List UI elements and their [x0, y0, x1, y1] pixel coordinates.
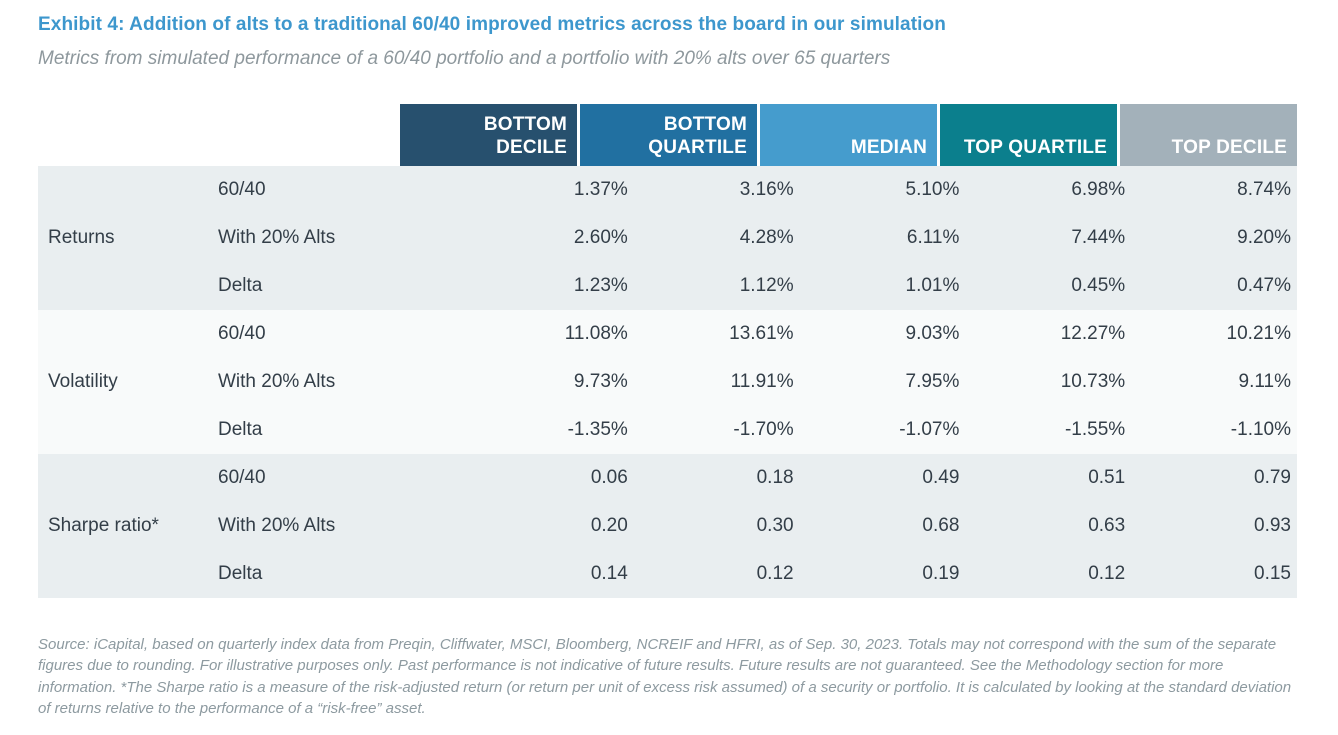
- group-label: Returns: [48, 227, 115, 248]
- value-cell: 9.20%: [1237, 227, 1291, 248]
- row-label: Delta: [218, 275, 263, 296]
- row-label: With 20% Alts: [218, 227, 336, 248]
- column-header-top-quartile: TOP QUARTILE: [940, 104, 1117, 166]
- value-cell: 12.27%: [1060, 323, 1126, 344]
- value-cell: 0.18: [756, 467, 794, 488]
- value-cell: 8.74%: [1237, 179, 1291, 200]
- value-cell: 9.11%: [1238, 371, 1291, 392]
- exhibit-subtitle: Metrics from simulated performance of a …: [38, 48, 891, 69]
- value-cell: 11.91%: [730, 371, 794, 392]
- value-cell: 1.23%: [573, 275, 628, 296]
- value-cell: -1.07%: [899, 419, 960, 440]
- value-cell: 10.21%: [1226, 323, 1291, 344]
- value-cell: 2.60%: [573, 227, 628, 248]
- value-cell: 13.61%: [729, 323, 794, 344]
- value-cell: 0.47%: [1237, 275, 1291, 296]
- value-cell: 10.73%: [1060, 371, 1126, 392]
- value-cell: 0.12: [756, 563, 794, 584]
- row-label: Delta: [218, 419, 263, 440]
- group-sharpe-ratio: Sharpe ratio* 60/40 0.06 0.18 0.49 0.51 …: [38, 454, 1297, 598]
- value-cell: 0.93: [1254, 515, 1291, 536]
- group-label: Volatility: [48, 371, 118, 392]
- row-label: 60/40: [218, 323, 266, 344]
- column-header-median: MEDIAN: [760, 104, 937, 166]
- value-cell: 0.49: [922, 467, 960, 488]
- source-footnote: Source: iCapital, based on quarterly ind…: [38, 636, 1292, 717]
- column-header-top-decile: TOP DECILE: [1120, 104, 1297, 166]
- value-cell: 0.30: [756, 515, 794, 536]
- group-volatility: Volatility 60/40 11.08% 13.61% 9.03% 12.…: [38, 310, 1297, 454]
- value-cell: -1.70%: [733, 419, 794, 440]
- value-cell: -1.10%: [1230, 419, 1291, 440]
- value-cell: 5.10%: [905, 179, 960, 200]
- row-label: 60/40: [218, 467, 266, 488]
- value-cell: 0.06: [590, 467, 628, 488]
- value-cell: 0.20: [590, 515, 628, 536]
- value-cell: 7.44%: [1071, 227, 1126, 248]
- value-cell: -1.55%: [1064, 419, 1126, 440]
- value-cell: 0.19: [922, 563, 960, 584]
- value-cell: 0.79: [1254, 467, 1291, 488]
- value-cell: 6.98%: [1071, 179, 1126, 200]
- value-cell: 0.63: [1088, 515, 1126, 536]
- value-cell: 1.01%: [905, 275, 960, 296]
- column-header-bottom-decile: BOTTOM DECILE: [400, 104, 577, 166]
- row-label: 60/40: [218, 179, 266, 200]
- value-cell: -1.35%: [567, 419, 628, 440]
- value-cell: 6.11%: [906, 227, 960, 248]
- row-label: Delta: [218, 563, 263, 584]
- value-cell: 1.37%: [573, 179, 628, 200]
- group-label: Sharpe ratio*: [48, 515, 159, 536]
- value-cell: 1.12%: [739, 275, 794, 296]
- value-cell: 4.28%: [739, 227, 794, 248]
- value-cell: 9.03%: [905, 323, 960, 344]
- value-cell: 3.16%: [739, 179, 794, 200]
- value-cell: 0.12: [1088, 563, 1126, 584]
- row-label: With 20% Alts: [218, 371, 336, 392]
- row-label: With 20% Alts: [218, 515, 336, 536]
- value-cell: 9.73%: [573, 371, 628, 392]
- value-cell: 7.95%: [905, 371, 960, 392]
- group-returns: Returns 60/40 1.37% 3.16% 5.10% 6.98% 8.…: [38, 166, 1297, 310]
- column-header-bottom-quartile: BOTTOM QUARTILE: [580, 104, 757, 166]
- metrics-table: BOTTOM DECILE BOTTOM QUARTILE MEDIAN TOP…: [38, 104, 1297, 598]
- exhibit-title: Exhibit 4: Addition of alts to a traditi…: [38, 14, 946, 35]
- value-cell: 0.45%: [1071, 275, 1126, 296]
- value-cell: 11.08%: [564, 323, 628, 344]
- table-header-row: BOTTOM DECILE BOTTOM QUARTILE MEDIAN TOP…: [400, 104, 1297, 166]
- value-cell: 0.68: [922, 515, 960, 536]
- value-cell: 0.15: [1254, 563, 1291, 584]
- value-cell: 0.51: [1088, 467, 1126, 488]
- value-cell: 0.14: [590, 563, 628, 584]
